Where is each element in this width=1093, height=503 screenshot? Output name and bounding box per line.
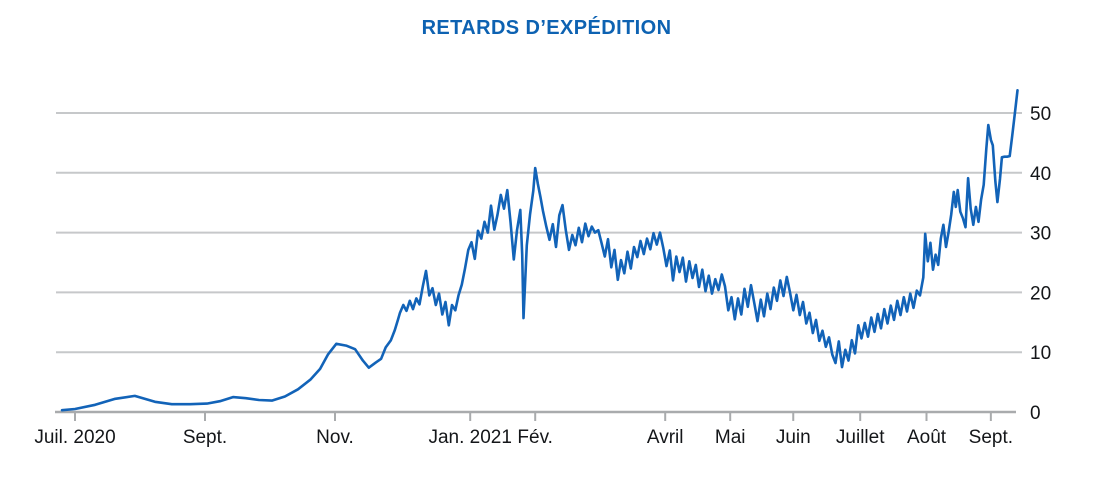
- x-axis-label-f-v-: Fév.: [517, 427, 553, 448]
- x-axis-label-nov-: Nov.: [316, 427, 354, 448]
- chart-title: RETARDS D’EXPÉDITION: [421, 17, 672, 39]
- x-axis-label-jan-2021: Jan. 2021: [428, 427, 511, 448]
- x-axis-label-sept-: Sept.: [969, 427, 1013, 448]
- x-axis-label-sept-: Sept.: [183, 427, 227, 448]
- y-axis-label-40: 40: [1030, 164, 1051, 185]
- y-axis-label-20: 20: [1030, 283, 1051, 304]
- x-axis-label-mai: Mai: [715, 427, 746, 448]
- y-axis-label-0: 0: [1030, 403, 1041, 424]
- y-axis-label-30: 30: [1030, 224, 1051, 245]
- x-axis-label-avril: Avril: [647, 427, 684, 448]
- x-axis-label-juillet: Juillet: [836, 427, 885, 448]
- y-axis-label-50: 50: [1030, 104, 1051, 125]
- x-axis-label-juin: Juin: [776, 427, 811, 448]
- x-axis-label-juil-2020: Juil. 2020: [34, 427, 115, 448]
- delays-line-series: [60, 89, 1019, 412]
- x-axis-label-ao-t: Août: [907, 427, 947, 448]
- y-axis-label-10: 10: [1030, 343, 1051, 364]
